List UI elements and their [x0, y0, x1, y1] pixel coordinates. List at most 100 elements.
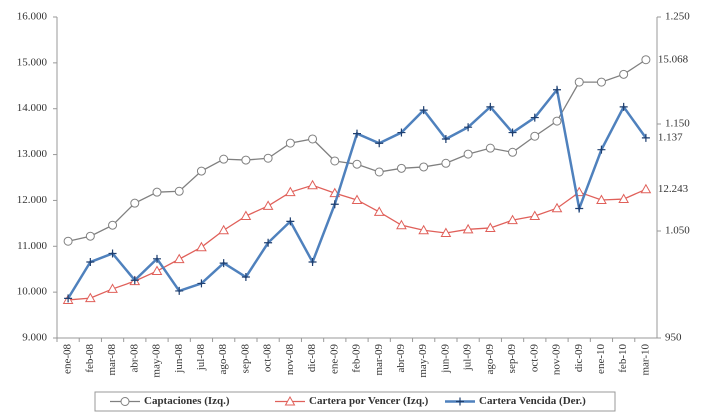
x-tick-label: dic-09: [573, 344, 585, 373]
y-tick-label: 14.000: [17, 102, 48, 114]
marker: [151, 265, 163, 276]
marker: [463, 149, 473, 159]
value-label: 12.243: [658, 183, 689, 195]
marker: [174, 186, 184, 196]
marker: [308, 134, 318, 144]
marker: [353, 129, 361, 138]
marker: [596, 194, 607, 204]
y-tick-label: 9.000: [22, 332, 47, 344]
x-tick-label: may-09: [417, 344, 429, 378]
x-tick-label: abr-09: [395, 344, 407, 373]
x-tick-label: feb-09: [351, 344, 363, 373]
x-tick-label: ene-08: [62, 344, 74, 374]
x-tick-label: ene-10: [595, 344, 607, 374]
marker: [351, 194, 363, 204]
marker: [308, 258, 317, 267]
marker: [352, 159, 362, 169]
x-tick-label: jun-08: [173, 344, 185, 374]
x-tick-label: jul-09: [462, 344, 474, 372]
x-tick-label: jun-09: [439, 344, 451, 374]
marker: [507, 214, 518, 225]
marker: [107, 283, 118, 293]
x-tick-label: ago-08: [217, 344, 229, 375]
marker: [619, 102, 628, 111]
legend-box: [94, 391, 616, 412]
marker: [375, 139, 384, 148]
marker: [286, 217, 295, 226]
marker: [197, 279, 206, 288]
marker: [218, 224, 230, 235]
marker: [330, 200, 339, 209]
marker: [285, 138, 295, 148]
y2-tick-label: 1.050: [665, 225, 690, 237]
marker: [196, 241, 207, 252]
marker: [575, 204, 584, 213]
x-tick-label: sep-08: [239, 344, 251, 374]
marker: [641, 133, 650, 142]
marker: [419, 162, 429, 172]
x-tick-label: ago-09: [484, 344, 496, 375]
marker: [619, 69, 629, 79]
y-tick-label: 13.000: [17, 148, 48, 160]
marker: [64, 294, 73, 303]
marker: [264, 238, 273, 247]
x-tick-label: mar-08: [106, 344, 118, 376]
marker: [152, 187, 162, 197]
value-label: 1.137: [658, 131, 683, 143]
marker: [284, 186, 296, 197]
marker: [552, 116, 562, 126]
marker: [441, 134, 450, 143]
marker: [397, 128, 406, 137]
marker: [263, 153, 273, 163]
marker: [530, 113, 539, 122]
marker: [153, 254, 161, 263]
marker: [464, 123, 473, 132]
marker: [85, 231, 95, 241]
marker: [240, 210, 252, 221]
marker: [508, 147, 518, 157]
marker: [262, 200, 274, 210]
marker: [640, 183, 652, 194]
x-tick-label: may-08: [151, 344, 163, 378]
marker: [396, 219, 407, 230]
x-tick-label: dic-08: [306, 344, 318, 373]
legend-label: Captaciones (Izq.): [144, 395, 230, 407]
marker: [484, 222, 496, 232]
x-tick-label: feb-08: [84, 344, 96, 373]
marker: [108, 220, 118, 230]
x-tick-label: jul-08: [195, 344, 207, 372]
marker: [419, 106, 428, 115]
marker: [374, 167, 384, 177]
marker: [219, 154, 229, 164]
marker: [175, 286, 184, 295]
legend-marker: [284, 395, 296, 406]
x-tick-label: mar-09: [373, 344, 385, 376]
marker: [241, 273, 250, 282]
marker: [86, 258, 95, 267]
y2-tick-label: 950: [665, 332, 682, 344]
marker: [130, 276, 139, 285]
marker: [486, 102, 495, 111]
y2-tick-label: 1.150: [665, 118, 690, 130]
marker: [596, 77, 606, 87]
marker: [63, 236, 73, 246]
y-tick-label: 15.000: [17, 56, 48, 68]
marker: [574, 77, 584, 87]
marker: [440, 227, 452, 237]
marker: [373, 206, 385, 216]
marker: [307, 179, 318, 190]
marker: [530, 131, 540, 141]
marker: [396, 163, 406, 173]
y2-tick-label: 1.250: [665, 11, 690, 23]
marker: [130, 198, 140, 208]
marker: [597, 145, 606, 154]
value-label: 15.068: [658, 53, 689, 65]
y-tick-label: 10.000: [17, 286, 48, 298]
marker: [196, 166, 206, 176]
marker: [462, 223, 474, 234]
legend-marker: [120, 397, 130, 406]
x-tick-label: nov-08: [284, 344, 296, 376]
marker: [173, 253, 185, 264]
marker: [641, 55, 651, 65]
